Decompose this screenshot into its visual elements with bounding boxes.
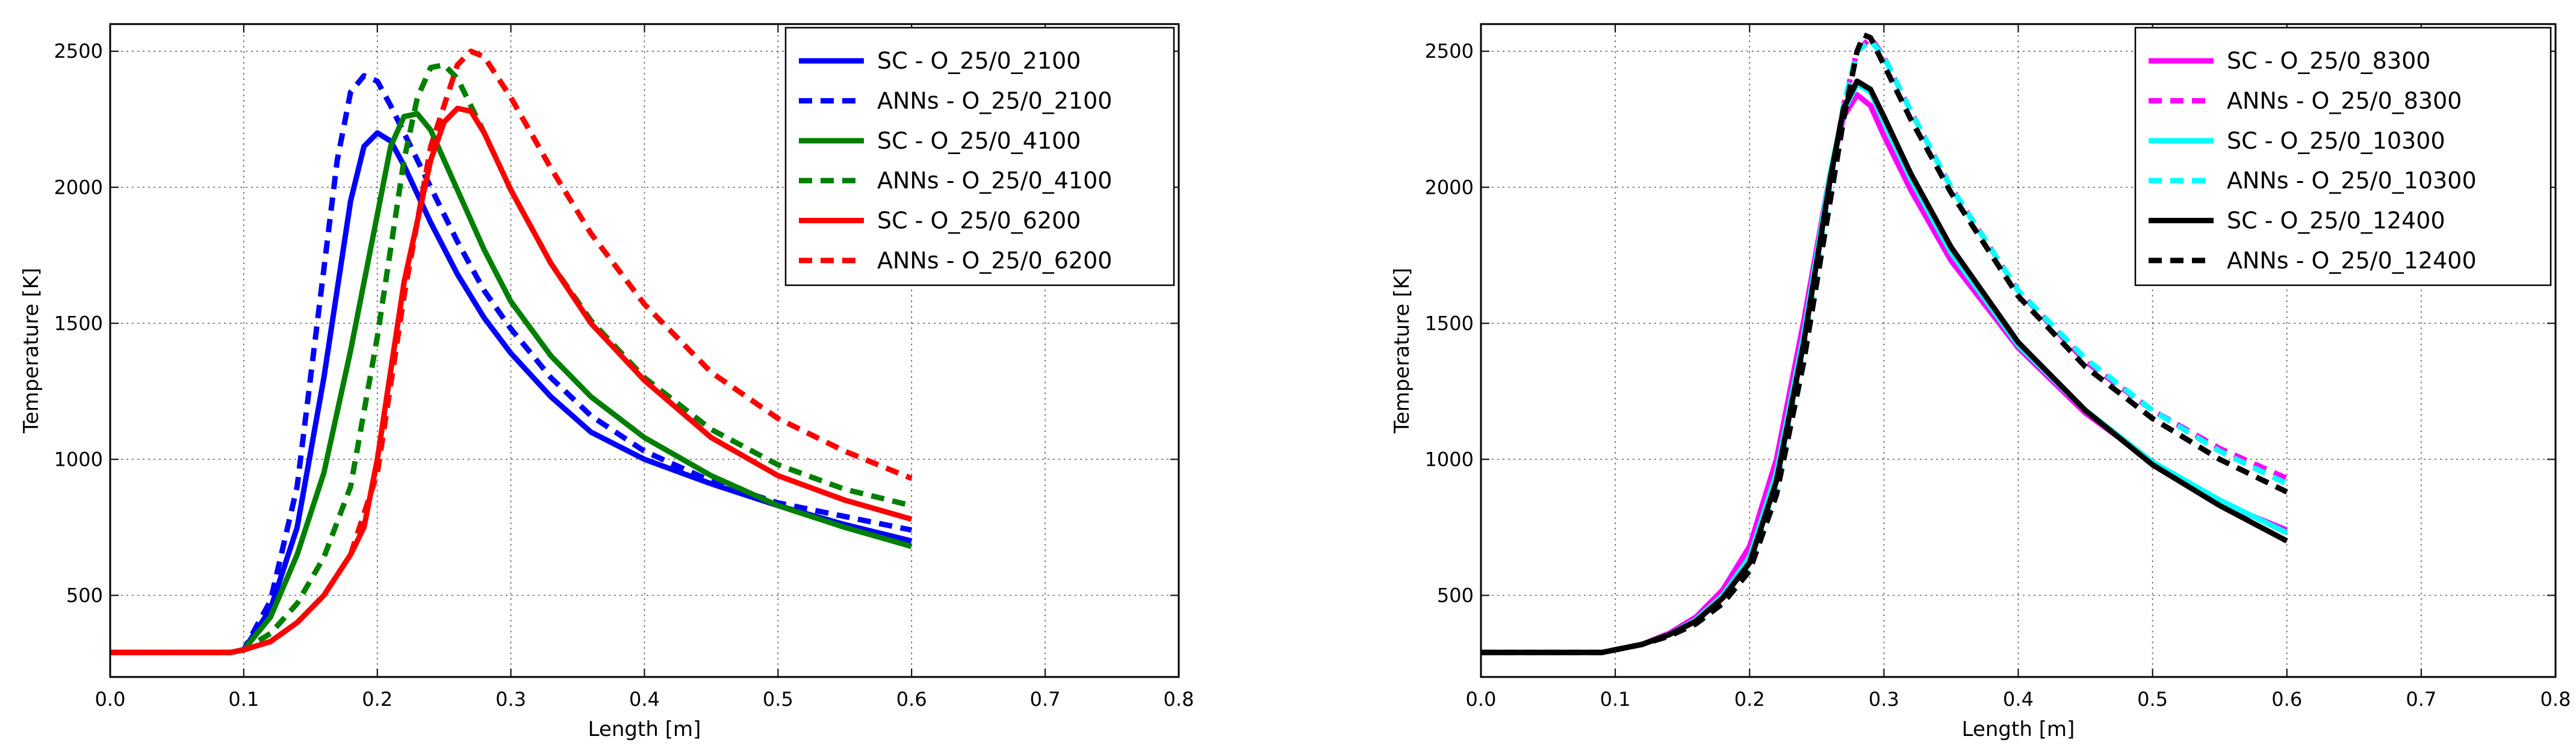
x-tick-label: 0.8 [1164, 688, 1194, 711]
y-ticks: 500 1000 1500 2000 2500 [54, 40, 1179, 607]
series-line-2 [110, 73, 913, 655]
x-tick-label: 0.6 [2271, 688, 2302, 711]
legend-label-2: ANNs - O_25/0_8300 [2227, 88, 2462, 114]
x-tick-label: 0.1 [1600, 688, 1631, 711]
legend-label-5: SC - O_25/0_12400 [2227, 208, 2445, 234]
series-lines [110, 48, 913, 655]
legend-box [784, 26, 1175, 286]
series-lines [1481, 32, 2288, 655]
y-tick-label: 1000 [54, 448, 103, 471]
legend-label-5: SC - O_25/0_6200 [877, 208, 1081, 234]
legend: SC - O_25/0_8300 ANNs - O_25/0_8300 SC - O… [2134, 26, 2552, 286]
y-axis-label: Temperature [K] [1390, 268, 1414, 434]
x-tick-label: 0.4 [629, 688, 660, 711]
x-tick-label: 0.6 [896, 688, 927, 711]
y-tick-label: 1500 [54, 312, 103, 335]
x-tick-label: 0.7 [2406, 688, 2436, 711]
y-ticks: 500 1000 1500 2000 2500 [1425, 40, 2556, 607]
legend: SC - O_25/0_2100 ANNs - O_25/0_2100 SC - O… [784, 26, 1175, 286]
y-tick-label: 500 [1437, 584, 1474, 607]
legend-label-6: ANNs - O_25/0_12400 [2227, 247, 2477, 274]
x-tick-label: 0.2 [1734, 688, 1765, 711]
y-tick-label: 1000 [1425, 448, 1474, 471]
chart-panel-1: 0.0 0.1 0.2 0.3 0.4 0.5 0.6 0.7 0.8 500 1000 1500 20… [19, 23, 1194, 741]
x-axis-label: Length [m] [1962, 717, 2075, 741]
series-line-4 [110, 62, 913, 655]
x-tick-label: 0.2 [362, 688, 393, 711]
x-axis-label: Length [m] [588, 717, 701, 741]
series-line-1 [110, 130, 913, 655]
series-line-6 [110, 48, 913, 655]
x-tick-label: 0.3 [495, 688, 526, 711]
y-tick-label: 2000 [54, 176, 103, 199]
y-tick-label: 2000 [1425, 176, 1474, 199]
x-ticks: 0.0 0.1 0.2 0.3 0.4 0.5 0.6 0.7 0.8 [95, 24, 1194, 711]
x-tick-label: 0.8 [2540, 688, 2571, 711]
y-tick-label: 2500 [1425, 40, 1474, 63]
x-tick-label: 0.7 [1030, 688, 1061, 711]
x-tick-label: 0.5 [763, 688, 793, 711]
legend-label-1: SC - O_25/0_8300 [2227, 48, 2430, 74]
x-tick-label: 0.3 [1869, 688, 1899, 711]
y-axis-label: Temperature [K] [19, 268, 43, 434]
x-tick-label: 0.5 [2137, 688, 2168, 711]
chart-panel-2: 0.0 0.1 0.2 0.3 0.4 0.5 0.6 0.7 0.8 500 1000 1500 20… [1390, 23, 2571, 741]
legend-label-6: ANNs - O_25/0_6200 [877, 247, 1112, 274]
series-line-6 [1481, 32, 2288, 655]
y-tick-label: 2500 [54, 40, 103, 63]
legend-box [2134, 26, 2552, 286]
legend-label-3: SC - O_25/0_4100 [877, 128, 1081, 154]
legend-label-4: ANNs - O_25/0_4100 [877, 167, 1112, 194]
x-tick-label: 0.0 [95, 688, 126, 711]
x-tick-label: 0.1 [228, 688, 259, 711]
legend-label-4: ANNs - O_25/0_10300 [2227, 167, 2477, 194]
series-line-3 [110, 111, 913, 655]
x-tick-label: 0.4 [2003, 688, 2034, 711]
y-tick-label: 1500 [1425, 312, 1474, 335]
legend-label-1: SC - O_25/0_2100 [877, 48, 1081, 74]
y-tick-label: 500 [66, 584, 103, 607]
x-tick-label: 0.0 [1466, 688, 1497, 711]
legend-label-2: ANNs - O_25/0_2100 [877, 88, 1112, 114]
legend-label-3: SC - O_25/0_10300 [2227, 128, 2445, 154]
